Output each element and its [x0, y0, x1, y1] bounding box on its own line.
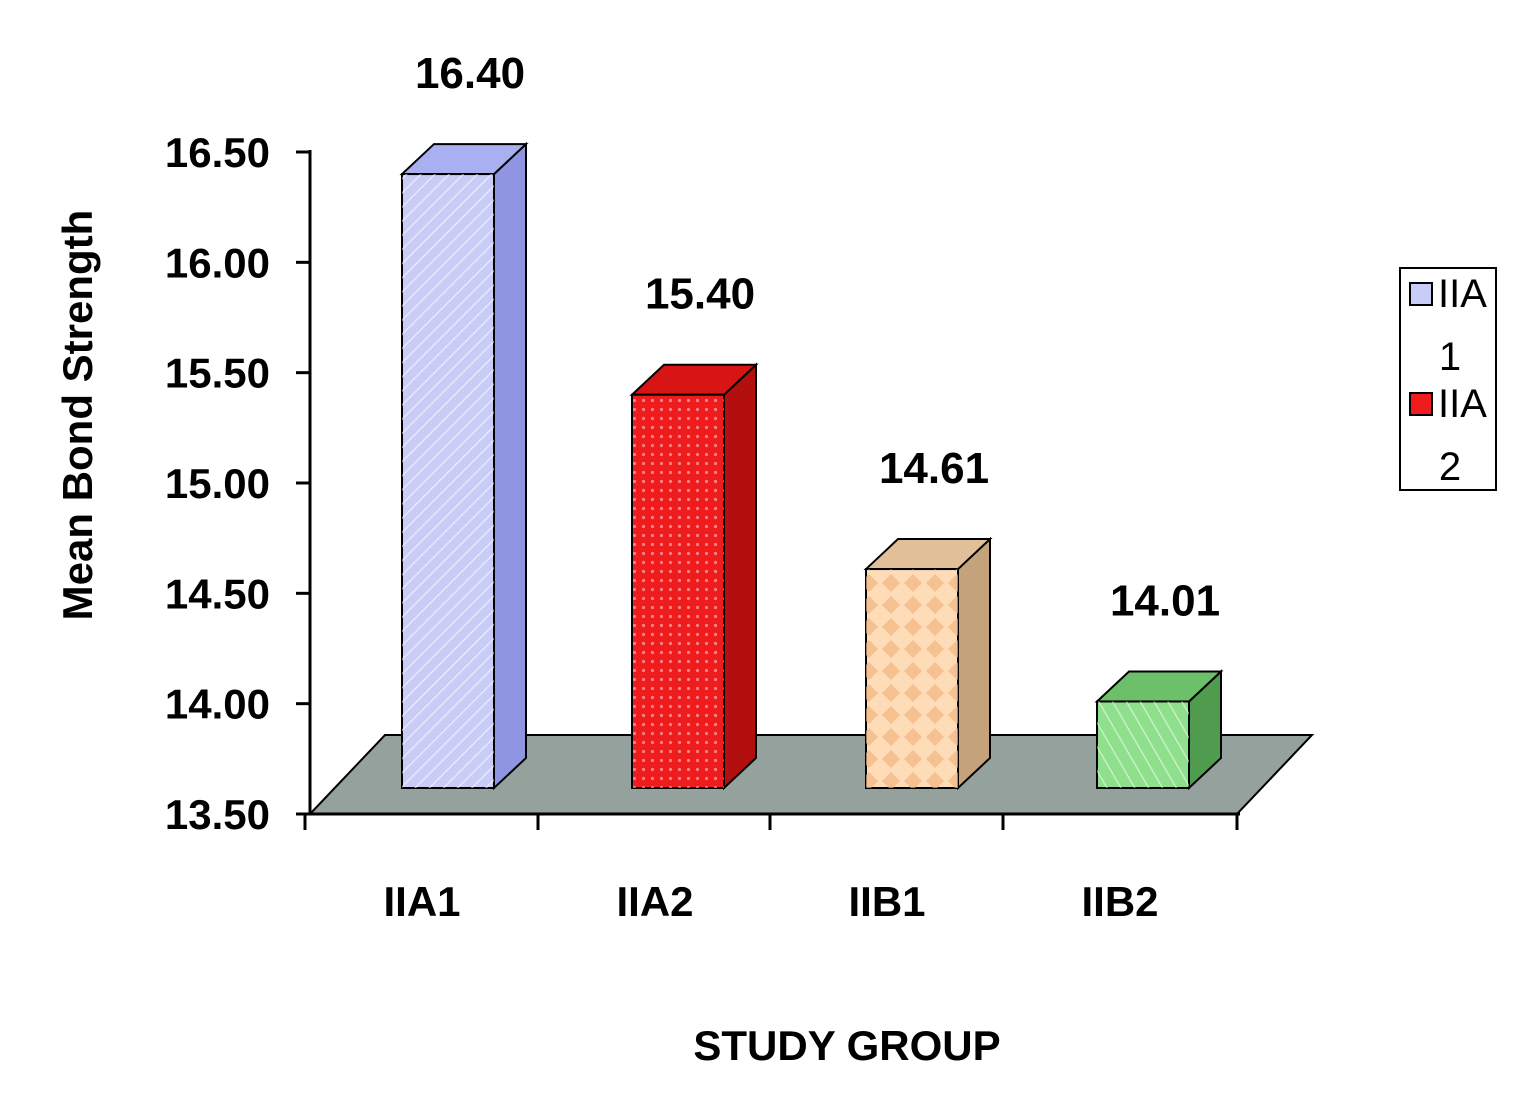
category-labels: IIA1 IIA2 IIB1 IIB2 — [383, 878, 1158, 925]
value-label: 15.40 — [645, 270, 755, 319]
legend-label-1-line1: IIA — [1438, 272, 1487, 316]
y-tick-label: 16.00 — [165, 239, 270, 286]
bar-texture — [1097, 701, 1189, 788]
bars-group — [399, 141, 1224, 791]
bar-iia2 — [629, 362, 759, 791]
bar-texture — [402, 174, 494, 789]
category-label: IIA1 — [383, 878, 460, 925]
category-label: IIA2 — [616, 878, 693, 925]
legend: IIA 1 IIA 2 — [1399, 267, 1497, 491]
value-label: 14.01 — [1110, 576, 1220, 625]
value-label: 14.61 — [879, 444, 989, 493]
bar-texture — [632, 394, 724, 788]
y-axis-title: Mean Bond Strength — [54, 210, 101, 621]
y-tick-label: 15.00 — [165, 460, 270, 507]
y-tick-label: 15.50 — [165, 350, 270, 397]
legend-label-2-line1: IIA — [1438, 382, 1487, 426]
bar-side-face — [493, 141, 527, 791]
value-label: 16.40 — [415, 49, 525, 98]
y-tick-label: 14.50 — [165, 570, 270, 617]
y-tick-label: 14.00 — [165, 681, 270, 728]
legend-label-1-line2: 1 — [1439, 335, 1461, 379]
legend-label-2-line2: 2 — [1439, 445, 1461, 489]
bar-side-face — [957, 536, 991, 791]
legend-entry-1: IIA 1 — [1409, 272, 1487, 379]
bar-iib1 — [863, 536, 993, 791]
bar-iib2 — [1094, 669, 1224, 791]
category-label: IIB1 — [848, 878, 925, 925]
bar-texture — [866, 569, 958, 788]
bar-iia1 — [399, 141, 529, 791]
x-axis-ticks — [303, 814, 1239, 830]
legend-swatch-1 — [1409, 282, 1433, 306]
y-tick-label: 13.50 — [165, 791, 270, 838]
legend-swatch-2 — [1409, 392, 1433, 416]
bar-side-face — [723, 362, 757, 791]
legend-entry-2: IIA 2 — [1409, 382, 1487, 489]
y-axis-ticks: 13.50 14.00 14.50 15.00 15.50 16.00 16.50 — [165, 129, 310, 838]
value-labels: 16.40 15.40 14.61 14.01 — [415, 49, 1220, 625]
category-label: IIB2 — [1081, 878, 1158, 925]
x-axis-title: STUDY GROUP — [693, 1022, 1000, 1069]
y-tick-label: 16.50 — [165, 129, 270, 176]
